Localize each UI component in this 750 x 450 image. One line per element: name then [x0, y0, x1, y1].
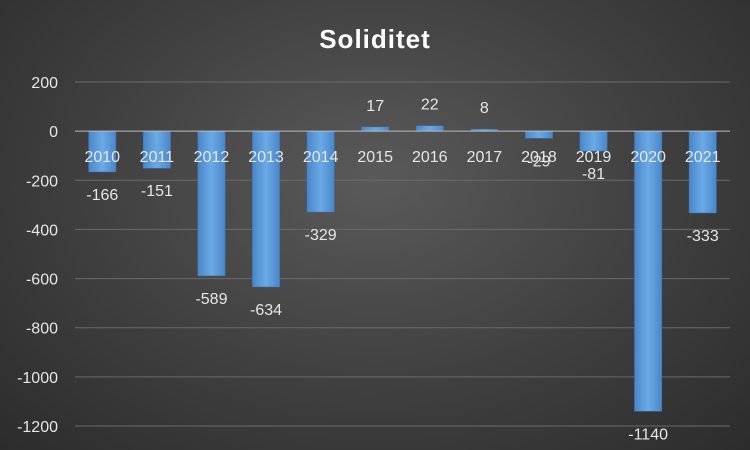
x-category-label: 2012: [194, 149, 230, 166]
y-tick-label: -400: [26, 222, 58, 239]
gridlines: [75, 81, 730, 427]
bar: [197, 130, 226, 277]
bar: [525, 130, 553, 139]
y-tick-label: -800: [26, 321, 58, 338]
x-category-label: 2018: [521, 149, 557, 166]
x-category-label: 2020: [630, 149, 666, 166]
bar: [252, 130, 280, 288]
y-tick-label: 0: [49, 124, 58, 141]
y-tick-label: -1200: [17, 419, 58, 436]
x-category-label: 2015: [357, 149, 393, 166]
bar: [88, 130, 117, 173]
bar: [142, 130, 171, 169]
data-label: -634: [250, 302, 282, 319]
y-tick-label: 200: [31, 75, 58, 92]
data-label: -333: [687, 228, 719, 245]
data-label: 17: [366, 98, 384, 115]
y-tick-label: -1000: [17, 370, 58, 387]
x-axis-categories: 2010 2011 2012 2013 2014 2015 2016 2017 2018 2019…: [84, 149, 720, 166]
bar: [579, 130, 608, 152]
bar: [361, 126, 390, 132]
y-axis-ticks: 200 0 -200 -400 -600 -800 -1000 -1200: [17, 75, 58, 436]
data-label: 8: [480, 100, 489, 117]
y-tick-label: -600: [26, 272, 58, 289]
x-category-label: 2019: [576, 149, 612, 166]
bar: [306, 130, 335, 213]
y-tick-label: -200: [26, 173, 58, 190]
data-label: -81: [582, 166, 605, 183]
bar: [415, 125, 444, 132]
x-category-label: 2013: [248, 149, 284, 166]
data-label: -1140: [628, 426, 668, 443]
bar: [688, 130, 717, 214]
data-label: -589: [195, 291, 227, 308]
data-labels: -166 -151 -589 -634 -329 17 22 8 -29 -81 -1140 -333: [86, 97, 719, 444]
bars: [88, 125, 717, 412]
data-label: -329: [305, 227, 337, 244]
data-label: -166: [86, 187, 118, 204]
x-category-label: 2016: [412, 149, 448, 166]
data-label: -29: [527, 153, 550, 170]
x-category-label: 2011: [140, 149, 175, 166]
bar: [634, 130, 663, 412]
chart-title: Soliditet: [319, 24, 431, 54]
data-label: -151: [141, 183, 173, 200]
x-category-label: 2017: [467, 149, 503, 166]
data-label: 22: [421, 97, 439, 114]
x-category-label: 2014: [303, 149, 339, 166]
x-category-label: 2021: [685, 149, 721, 166]
x-category-label: 2010: [84, 149, 120, 166]
